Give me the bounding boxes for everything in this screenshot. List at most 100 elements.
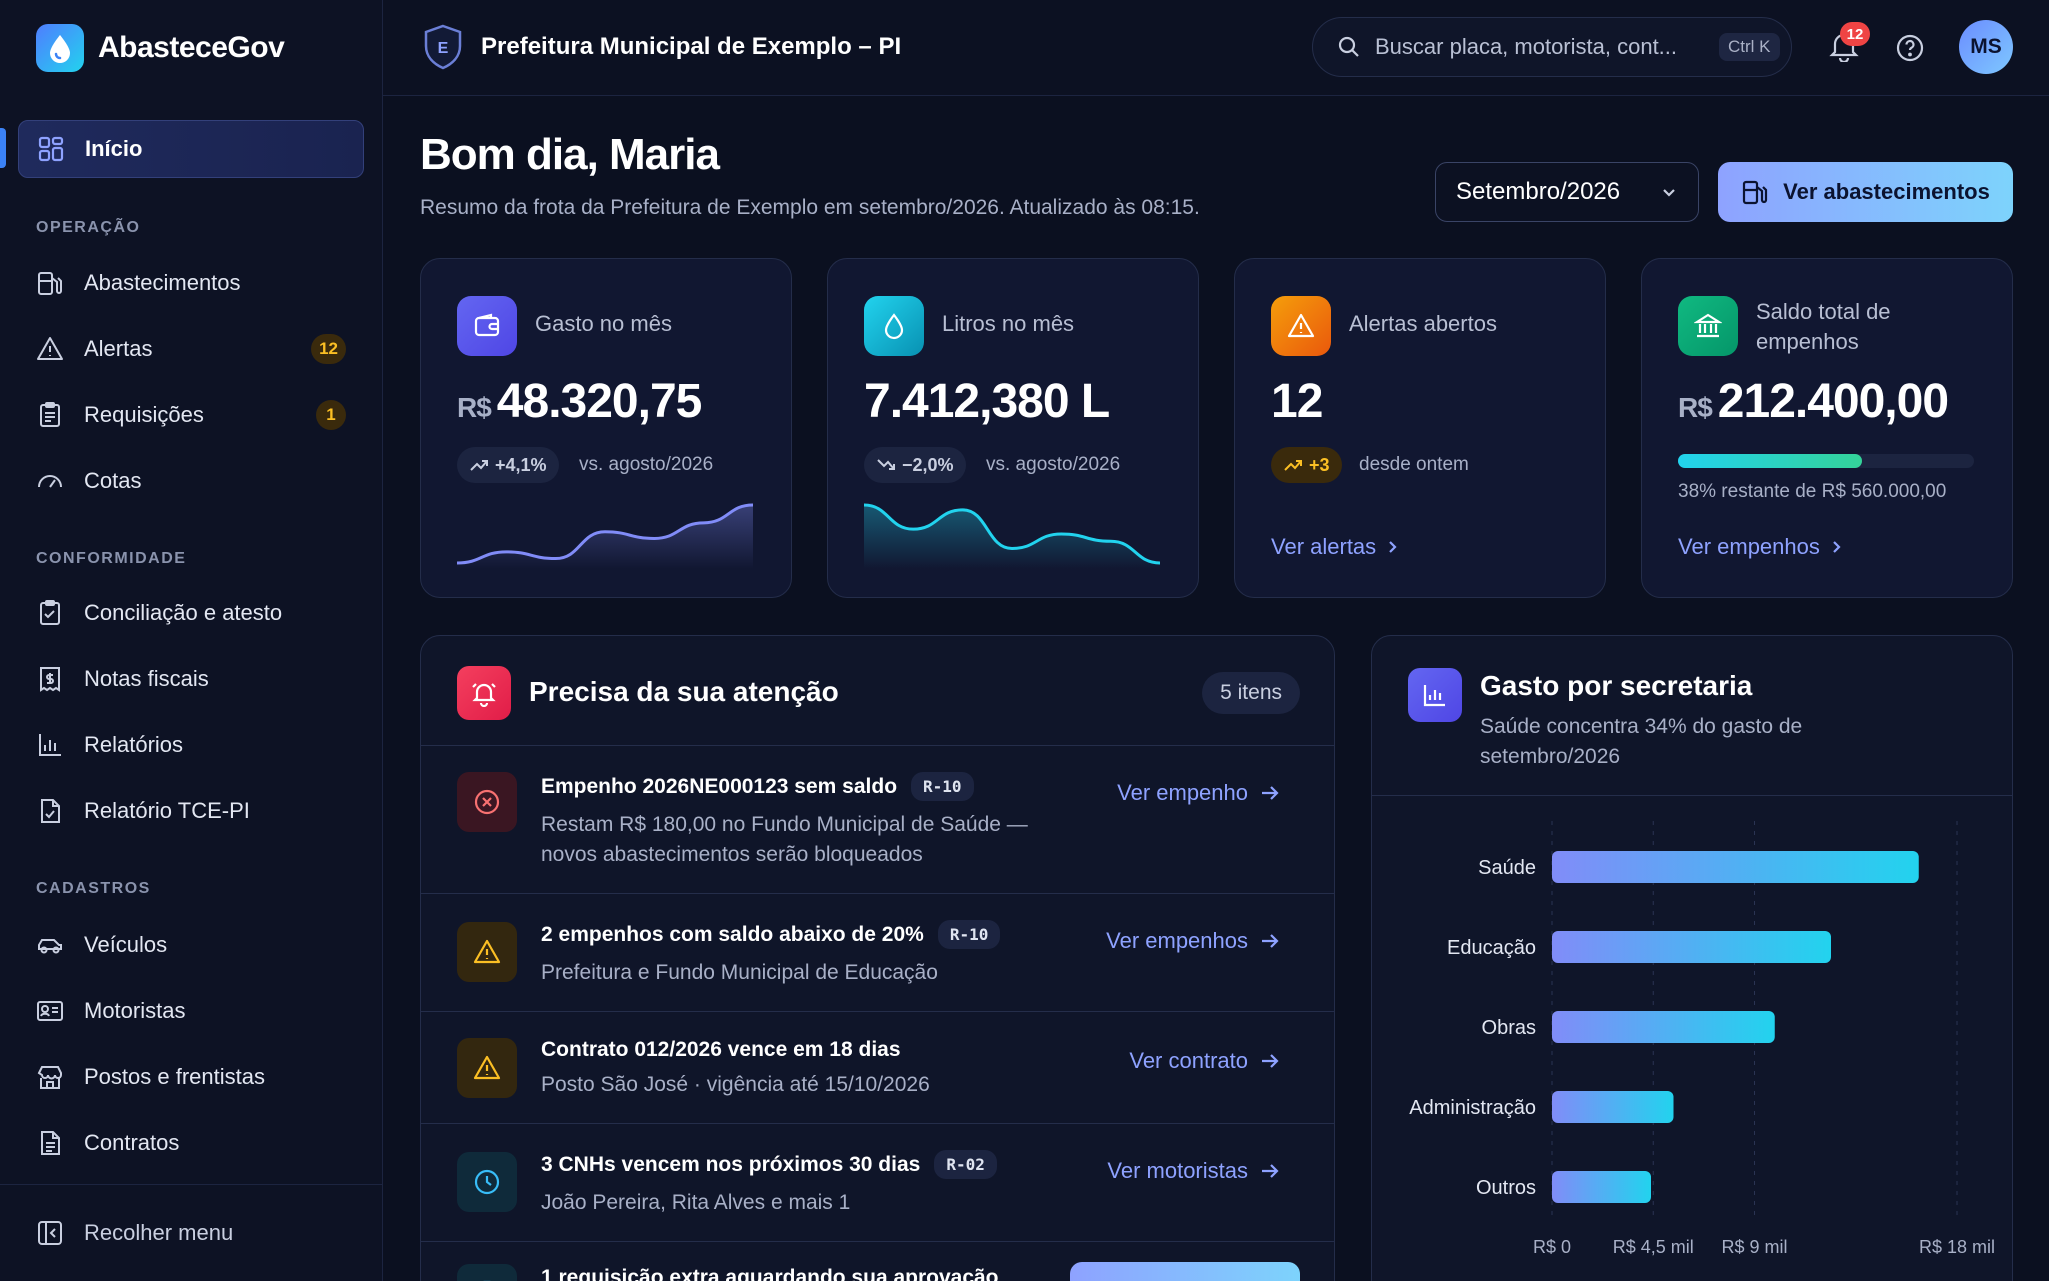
spend-header: Gasto por secretaria Saúde concentra 34%… [1372,636,2012,796]
user-avatar[interactable]: MS [1959,20,2013,74]
attention-item-title-text: 1 requisição extra aguardando sua aprova… [541,1266,999,1281]
sidebar-item-label: Contratos [84,1130,180,1155]
rule-code-chip: R-10 [911,772,974,801]
sidebar-item-relatorio-tce[interactable]: Relatório TCE-PI [18,782,364,840]
bar-outros[interactable] [1552,1171,1651,1203]
attention-item: 2 empenhos com saldo abaixo de 20% R-10 … [421,894,1334,1012]
sidebar-item-label: Início [85,136,143,161]
fuel-pump-icon [38,272,62,295]
view-drivers-link[interactable]: Ver motoristas [1107,1158,1280,1184]
x-tick-label: R$ 4,5 mil [1613,1237,1694,1257]
view-commitments-link[interactable]: Ver empenhos [1106,928,1280,954]
rule-code-chip: R-02 [934,1150,997,1179]
view-alerts-link[interactable]: Ver alertas [1271,534,1400,560]
requisicoes-count-badge: 1 [316,400,346,430]
kpi-card-gasto[interactable]: Gasto no mês R$ 48.320,75 +4,1% vs. agost… [420,258,792,598]
x-tick-label: R$ 0 [1533,1237,1571,1257]
warning-icon [457,1038,517,1098]
warning-icon [1271,296,1331,356]
drop-icon [864,296,924,356]
view-alerts-label: Ver alertas [1271,534,1377,559]
sidebar-item-motoristas[interactable]: Motoristas [18,982,364,1040]
search-icon [1338,36,1359,57]
help-button[interactable] [1895,33,1925,68]
kpi-value: R$ 48.320,75 [457,374,702,429]
arrow-right-icon [1262,934,1279,948]
trend-down-icon [877,459,895,470]
view-commitment-link[interactable]: Ver empenho [1117,780,1280,806]
view-commitments-link[interactable]: Ver empenhos [1678,534,1844,560]
balance-progress-bar [1678,454,1974,468]
sidebar-item-relatorios[interactable]: Relatórios [18,716,364,774]
sidebar-item-contratos[interactable]: Contratos [18,1114,364,1172]
kpi-card-saldo[interactable]: Saldo total de empenhos R$ 212.400,00 38%… [1641,258,2013,598]
view-refuelings-button[interactable]: Ver abastecimentos [1718,162,2013,222]
currency-symbol: R$ [1678,392,1713,423]
kpi-label: Litros no mês [942,311,1075,336]
view-contract-link[interactable]: Ver contrato [1129,1048,1280,1074]
sidebar-item-postos[interactable]: Postos e frentistas [18,1048,364,1106]
sidebar-item-label: Abastecimentos [84,270,241,295]
sidebar-item-inicio[interactable]: Início [18,120,364,178]
kpi-card-litros[interactable]: Litros no mês 7.412,380 L −2,0% vs. agos… [827,258,1199,598]
arrow-right-icon [1262,1164,1279,1178]
arrow-right-icon [1262,1054,1279,1068]
collapse-menu-button[interactable]: Recolher menu [18,1204,364,1262]
attention-item-link-label: Ver contrato [1129,1048,1248,1073]
search-shortcut: Ctrl K [1719,33,1780,61]
id-card-icon [37,1001,63,1021]
sidebar-item-requisicoes[interactable]: Requisições 1 [18,386,364,444]
clipboard-icon [40,402,60,427]
attention-item-title-text: Contrato 012/2026 vence em 18 dias [541,1038,901,1061]
view-commitments-label: Ver empenhos [1678,534,1820,559]
grid-icon [38,136,64,162]
balance-progress-note: 38% restante de R$ 560.000,00 [1678,481,1947,502]
bar-administração[interactable] [1552,1091,1674,1123]
kpi-compare: vs. agosto/2026 [579,454,714,475]
category-label: Administração [1409,1097,1536,1119]
chevron-right-icon [1833,541,1841,553]
sidebar-item-label: Requisições [84,402,204,427]
bar-saúde[interactable] [1552,851,1919,883]
month-select[interactable]: Setembro/2026 [1435,162,1699,222]
bar-educação[interactable] [1552,931,1831,963]
category-label: Educação [1447,937,1536,959]
organization: E Prefeitura Municipal de Exemplo – PI [423,24,901,70]
sidebar-divider [0,1184,383,1185]
global-search[interactable]: Ctrl K [1312,17,1792,77]
org-name: Prefeitura Municipal de Exemplo – PI [481,33,902,60]
sidebar-item-conciliacao[interactable]: Conciliação e atesto [18,584,364,642]
attention-item: Empenho 2026NE000123 sem saldo R-10 Rest… [421,746,1334,894]
sidebar-item-label: Relatórios [84,732,184,757]
sidebar-item-alertas[interactable]: Alertas 12 [18,320,364,378]
sidebar-item-veiculos[interactable]: Veículos [18,916,364,974]
attention-item-desc: Posto São José · vigência até 15/10/2026 [541,1073,930,1096]
bar-obras[interactable] [1552,1011,1775,1043]
shield-letter: E [438,40,449,57]
page-subtitle: Resumo da frota da Prefeitura de Exemplo… [420,196,1200,219]
trend-up-icon [470,460,488,471]
receipt-icon [40,667,60,692]
file-check-icon [41,799,60,823]
clock-icon [457,1152,517,1212]
kpi-label: Gasto no mês [535,311,672,336]
attention-item: 1 requisição extra aguardando sua aprova… [421,1242,1334,1281]
kpi-trend-value: +3 [1309,454,1330,475]
brand[interactable]: AbasteceGov [36,24,285,72]
sidebar-item-notas-fiscais[interactable]: Notas fiscais [18,650,364,708]
section-operacao: OPERAÇÃO [36,219,141,236]
approve-request-button[interactable] [1070,1262,1300,1281]
attention-item-title: 2 empenhos com saldo abaixo de 20% R-10 [541,920,1001,949]
x-tick-label: R$ 9 mil [1721,1237,1787,1257]
kpi-card-alertas[interactable]: Alertas abertos 12 +3 desde ontem Ver al… [1234,258,1606,598]
kpi-compare: desde ontem [1359,454,1469,475]
attention-panel: Precisa da sua atenção 5 itens Empenho 2… [420,635,1335,1281]
sidebar-item-cotas[interactable]: Cotas [18,452,364,510]
attention-item-title-text: 2 empenhos com saldo abaixo de 20% [541,922,924,946]
search-input[interactable] [1375,34,1705,60]
sidebar-item-label: Notas fiscais [84,666,209,691]
attention-title: Precisa da sua atenção [529,676,839,707]
attention-item-link-label: Ver empenhos [1106,928,1248,953]
sidebar-item-abastecimentos[interactable]: Abastecimentos [18,254,364,312]
fuel-pump-icon [1743,180,1768,205]
